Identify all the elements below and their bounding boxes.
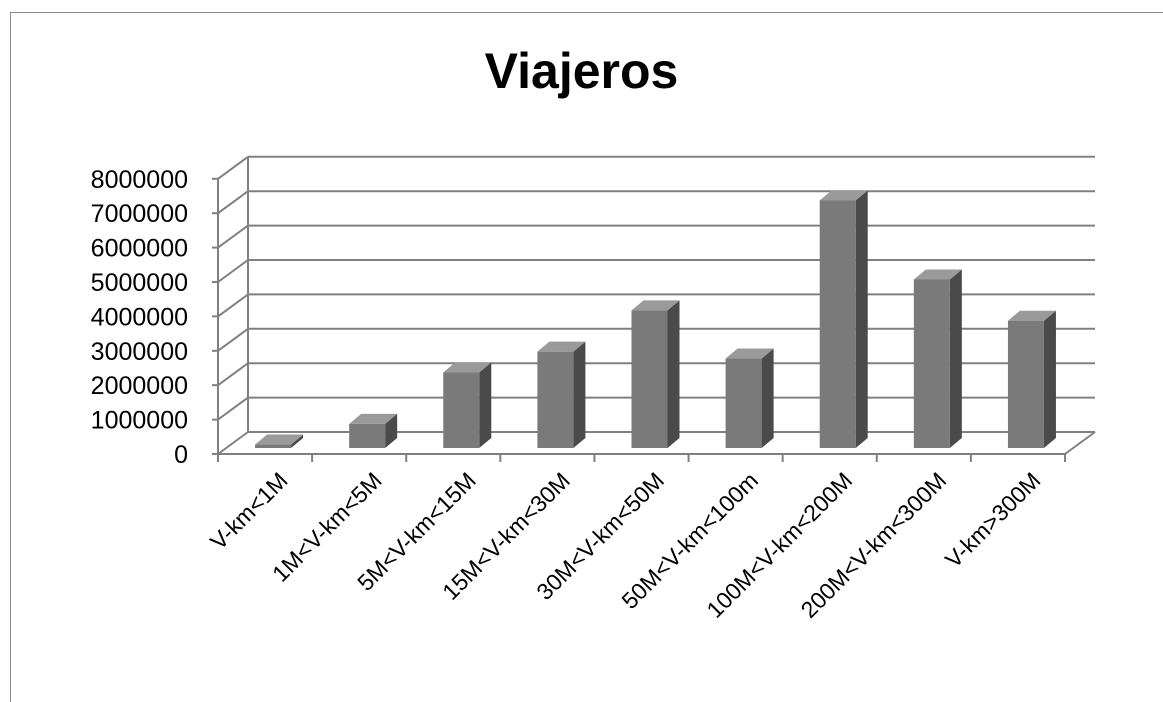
bar bbox=[349, 413, 398, 448]
bar-top bbox=[349, 413, 398, 424]
bar-top bbox=[255, 434, 304, 445]
gridline-depth bbox=[217, 327, 249, 352]
gridline-depth bbox=[217, 396, 249, 421]
y-tick-label: 1000000 bbox=[91, 407, 188, 435]
gridline-depth bbox=[217, 293, 249, 318]
gridline-depth bbox=[217, 431, 249, 455]
frame-border-top bbox=[10, 12, 1163, 13]
bar-side bbox=[573, 341, 586, 448]
bar-front bbox=[725, 358, 762, 448]
bar-side bbox=[385, 413, 398, 448]
bar-side bbox=[667, 300, 680, 448]
bar-front bbox=[1007, 320, 1044, 448]
bar-side bbox=[1043, 310, 1056, 448]
bar-front bbox=[819, 200, 856, 448]
bar bbox=[913, 269, 962, 448]
bar-front bbox=[913, 279, 950, 448]
y-tick-label: 2000000 bbox=[91, 372, 188, 400]
bar bbox=[1007, 310, 1056, 448]
y-tick-label: 5000000 bbox=[91, 269, 188, 297]
bar-front bbox=[443, 372, 480, 448]
bar bbox=[819, 190, 868, 448]
bar bbox=[537, 341, 586, 448]
bar-side bbox=[291, 434, 304, 448]
bar bbox=[725, 348, 774, 448]
y-tick-label: 8000000 bbox=[91, 166, 188, 194]
gridline-depth bbox=[217, 224, 249, 249]
bar-side bbox=[855, 190, 868, 448]
y-tick-label: 0 bbox=[174, 441, 188, 469]
bar-side bbox=[761, 348, 774, 448]
frame-border-left bbox=[10, 12, 11, 702]
bar bbox=[631, 300, 680, 448]
bars-layer bbox=[255, 190, 1056, 448]
bar-top bbox=[1007, 310, 1056, 321]
bar-top bbox=[725, 348, 774, 359]
bar-side bbox=[949, 269, 962, 448]
y-tick-label: 4000000 bbox=[91, 303, 188, 331]
bar bbox=[443, 362, 492, 448]
bar-top bbox=[443, 362, 492, 373]
bar-front bbox=[349, 423, 386, 448]
bar-top bbox=[537, 341, 586, 352]
bar-front bbox=[537, 351, 574, 448]
gridline-depth bbox=[217, 259, 249, 283]
y-axis-ticks: 0 1000000 2000000 3000000 4000000 5000000 6000… bbox=[91, 166, 188, 469]
bar-front bbox=[255, 444, 292, 448]
chart-title: Viajeros bbox=[484, 43, 679, 99]
gridline-depth bbox=[217, 362, 249, 387]
y-tick-label: 6000000 bbox=[91, 235, 188, 263]
bar bbox=[255, 434, 304, 448]
y-tick-label: 3000000 bbox=[91, 338, 188, 366]
x-axis-ticks: V-km<1M1M<V-km<5M5M<V-km<15M15M<V-km<30M… bbox=[205, 467, 1045, 623]
bar-side bbox=[479, 362, 492, 448]
bar-top bbox=[913, 269, 962, 280]
bar-front bbox=[631, 310, 668, 448]
bar-top bbox=[819, 190, 868, 201]
gridline-depth bbox=[217, 155, 249, 180]
gridline-depth bbox=[217, 190, 249, 215]
x-tick-label: V-km>300M bbox=[940, 467, 1046, 573]
x-tick-label: V-km<1M bbox=[205, 467, 293, 555]
y-tick-label: 7000000 bbox=[91, 200, 188, 228]
bar-top bbox=[631, 300, 680, 311]
floor-edge bbox=[1064, 431, 1096, 455]
